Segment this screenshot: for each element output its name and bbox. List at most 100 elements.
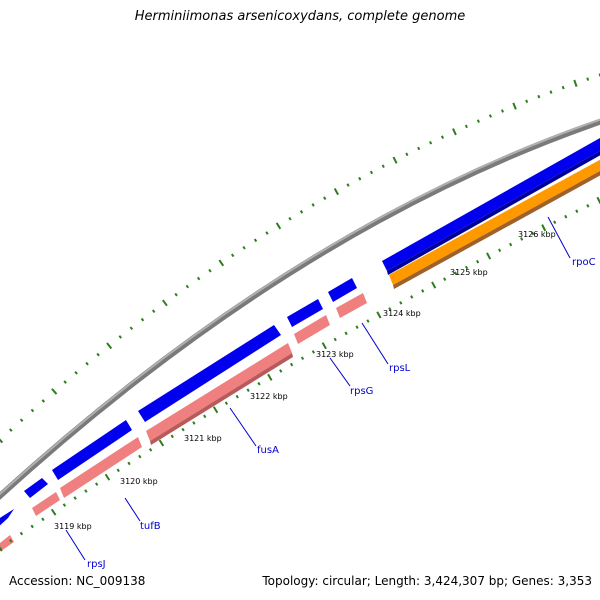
gene-rpsJ[interactable] xyxy=(0,535,14,555)
backbone-arc-highlight xyxy=(0,118,600,496)
outer-major-tick xyxy=(0,438,4,444)
outer-minor-tick xyxy=(85,361,89,366)
outer-minor-tick xyxy=(288,216,292,221)
outer-minor-tick xyxy=(19,418,24,423)
inner-major-tick xyxy=(0,546,3,552)
outer-major-tick xyxy=(106,342,113,350)
outer-minor-tick xyxy=(464,124,468,129)
gene-fusA-shadow xyxy=(150,353,293,445)
topology-info: Topology: circular; Length: 3,424,307 bp… xyxy=(262,574,592,588)
inner-minor-tick xyxy=(95,482,99,486)
gene-label-rpoC[interactable]: rpoC xyxy=(572,257,596,268)
outer-minor-tick xyxy=(500,109,504,113)
inner-minor-tick xyxy=(235,394,239,399)
inner-minor-tick xyxy=(170,434,174,439)
outer-minor-tick xyxy=(129,326,134,331)
cds-tufB[interactable] xyxy=(24,478,48,498)
gene-rpsG[interactable] xyxy=(294,315,330,344)
outer-minor-tick xyxy=(346,183,350,187)
gene-fusA-upstream[interactable] xyxy=(60,437,142,498)
outer-minor-tick xyxy=(118,335,122,339)
cds-rpoC[interactable] xyxy=(382,138,600,271)
inner-minor-tick xyxy=(366,319,370,323)
inner-minor-tick xyxy=(9,538,13,543)
inner-minor-tick xyxy=(279,369,283,373)
gene-label-tufB[interactable]: tufB xyxy=(140,521,161,532)
tick-label-3119: 3119 kbp xyxy=(54,522,92,531)
outer-minor-tick xyxy=(405,152,409,157)
cds-rpoC-shadow xyxy=(387,150,600,275)
inner-minor-tick xyxy=(476,259,480,264)
inner-minor-tick xyxy=(355,325,359,329)
inner-minor-tick xyxy=(19,531,24,536)
outer-minor-tick xyxy=(417,146,421,151)
leader-tufB xyxy=(124,497,141,522)
inner-major-tick xyxy=(267,373,273,381)
cds-fusA[interactable] xyxy=(138,325,281,422)
inner-major-tick xyxy=(431,281,437,289)
outer-minor-tick xyxy=(561,85,565,90)
leader-rpsJ xyxy=(65,529,86,561)
outer-minor-tick xyxy=(242,245,246,250)
cds-rpsJ[interactable] xyxy=(0,509,14,530)
outer-minor-tick xyxy=(265,231,269,235)
leader-rpsL xyxy=(361,322,389,365)
cds-fusA-upstream[interactable] xyxy=(52,420,132,480)
inner-minor-tick xyxy=(289,362,294,367)
inner-minor-tick xyxy=(192,421,196,425)
outer-minor-tick xyxy=(9,428,13,432)
tick-label-3123: 3123 kbp xyxy=(316,350,354,359)
outer-minor-tick xyxy=(299,209,304,214)
outer-minor-tick xyxy=(231,253,235,258)
inner-minor-tick xyxy=(531,231,535,236)
leader-fusA xyxy=(229,407,257,447)
gene-fusA[interactable] xyxy=(146,343,292,441)
outer-major-tick xyxy=(392,156,398,164)
inner-minor-tick xyxy=(586,203,590,208)
outer-minor-tick xyxy=(358,176,362,181)
outer-major-tick xyxy=(512,102,517,110)
tick-labels: 3119 kbp 3120 kbp 3121 kbp 3122 kbp 3123… xyxy=(54,230,556,531)
inner-minor-tick xyxy=(465,265,469,270)
inner-minor-tick xyxy=(520,237,524,241)
inner-tick-ring xyxy=(0,196,600,552)
gene-label-rpsJ[interactable]: rpsJ xyxy=(87,559,106,570)
outer-minor-tick xyxy=(253,238,258,243)
outer-minor-tick xyxy=(429,140,433,145)
cds-track xyxy=(0,138,600,530)
gene-label-rpsG[interactable]: rpsG xyxy=(350,386,373,397)
gene-rpsL[interactable] xyxy=(336,293,367,318)
inner-major-tick xyxy=(212,406,219,414)
inner-minor-tick xyxy=(509,242,513,247)
outer-minor-tick xyxy=(311,203,315,207)
tick-label-3122: 3122 kbp xyxy=(250,392,288,401)
gene-tufB[interactable] xyxy=(32,492,60,516)
inner-major-tick xyxy=(321,342,327,350)
gene-label-fusA[interactable]: fusA xyxy=(257,445,279,456)
inner-minor-tick xyxy=(73,496,77,500)
accession-text: Accession: NC_009138 xyxy=(9,574,146,588)
outer-major-tick xyxy=(275,222,282,230)
outer-minor-tick xyxy=(30,408,35,413)
inner-minor-tick xyxy=(410,295,414,299)
inner-minor-tick xyxy=(388,307,392,311)
gene-label-rpsL[interactable]: rpsL xyxy=(389,363,411,374)
gene-rpoC[interactable] xyxy=(389,157,600,285)
inner-major-tick xyxy=(376,311,382,319)
inner-minor-tick xyxy=(181,427,185,432)
inner-major-tick xyxy=(486,252,492,260)
outer-minor-tick xyxy=(140,317,145,322)
gene-track xyxy=(0,157,600,555)
inner-minor-tick xyxy=(257,381,261,386)
inner-major-tick xyxy=(158,439,165,447)
tick-label-3120: 3120 kbp xyxy=(120,477,158,486)
inner-minor-tick xyxy=(443,277,447,281)
cds-rpsL[interactable] xyxy=(328,278,357,302)
inner-minor-tick xyxy=(421,289,425,293)
tick-label-3126: 3126 kbp xyxy=(518,230,556,239)
inner-minor-tick xyxy=(127,461,131,466)
outer-minor-tick xyxy=(440,135,445,139)
cds-rpsG[interactable] xyxy=(287,299,323,327)
outer-tick-ring xyxy=(0,73,600,444)
